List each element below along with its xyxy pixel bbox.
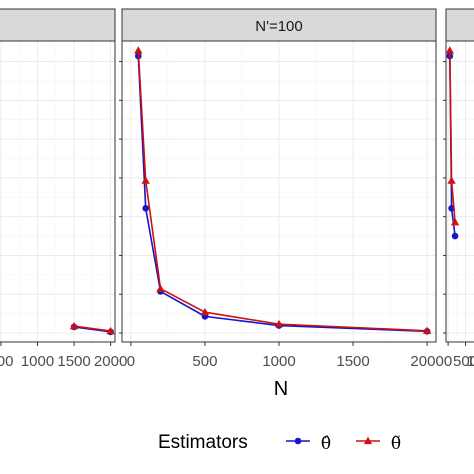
x-tick-label: 2000 xyxy=(94,353,127,370)
facet-plot-area xyxy=(0,41,115,342)
series-2-point xyxy=(445,46,455,54)
series-1-point xyxy=(142,205,149,212)
x-tick-label: 1000 xyxy=(262,353,295,370)
series-2-point xyxy=(422,326,432,334)
legend-entries: θ̂ θ̃ xyxy=(286,434,401,454)
series-2-point xyxy=(69,321,79,330)
facet-strip xyxy=(445,8,474,42)
facets: 0500100015002000N'=100050010001500200005… xyxy=(0,8,474,370)
series-line-1 xyxy=(73,326,111,333)
series-1-point xyxy=(451,232,459,240)
x-tick-label: 2000 xyxy=(410,353,443,370)
facet-panel-2: N'=100 0 500 1000 1500 2000 xyxy=(119,8,444,370)
series-2-point xyxy=(200,308,210,316)
x-tick-label: 1500 xyxy=(336,353,369,370)
legend-label: θ̂ xyxy=(321,434,331,454)
series-line-2 xyxy=(73,325,111,332)
series-2-point xyxy=(156,284,165,292)
series-2-point xyxy=(450,218,460,226)
legend-key-marker xyxy=(363,436,373,445)
series-2-point xyxy=(274,319,284,328)
x-tick-label: 0 xyxy=(444,353,452,370)
series-2-point xyxy=(106,326,115,335)
legend-title: Estimators xyxy=(158,432,248,453)
x-tick-label: 0 xyxy=(127,353,135,370)
x-tick-label: 1000 xyxy=(466,353,474,370)
legend: Estimators θ̂ θ̃ xyxy=(158,432,401,454)
legend-label: θ̃ xyxy=(391,434,401,454)
legend-key-marker xyxy=(294,437,302,445)
legend-item-1: θ̂ xyxy=(286,434,331,454)
series-2-point xyxy=(141,176,150,184)
x-tick-label: 500 xyxy=(453,353,474,370)
x-tick-label: 500 xyxy=(0,353,13,370)
series-2-point xyxy=(447,176,456,184)
facet-strip-label: N'=100 xyxy=(255,18,302,35)
series-2-point xyxy=(134,46,143,54)
series-line-2 xyxy=(137,50,428,332)
x-tick-label: 500 xyxy=(192,353,217,370)
x-tick-label: 1500 xyxy=(57,353,90,370)
facet-border xyxy=(445,40,474,343)
legend-item-2: θ̃ xyxy=(356,434,401,454)
x-tick-label: 1000 xyxy=(21,353,54,370)
x-axis-title: N xyxy=(274,378,288,400)
facet-strip xyxy=(0,8,116,42)
